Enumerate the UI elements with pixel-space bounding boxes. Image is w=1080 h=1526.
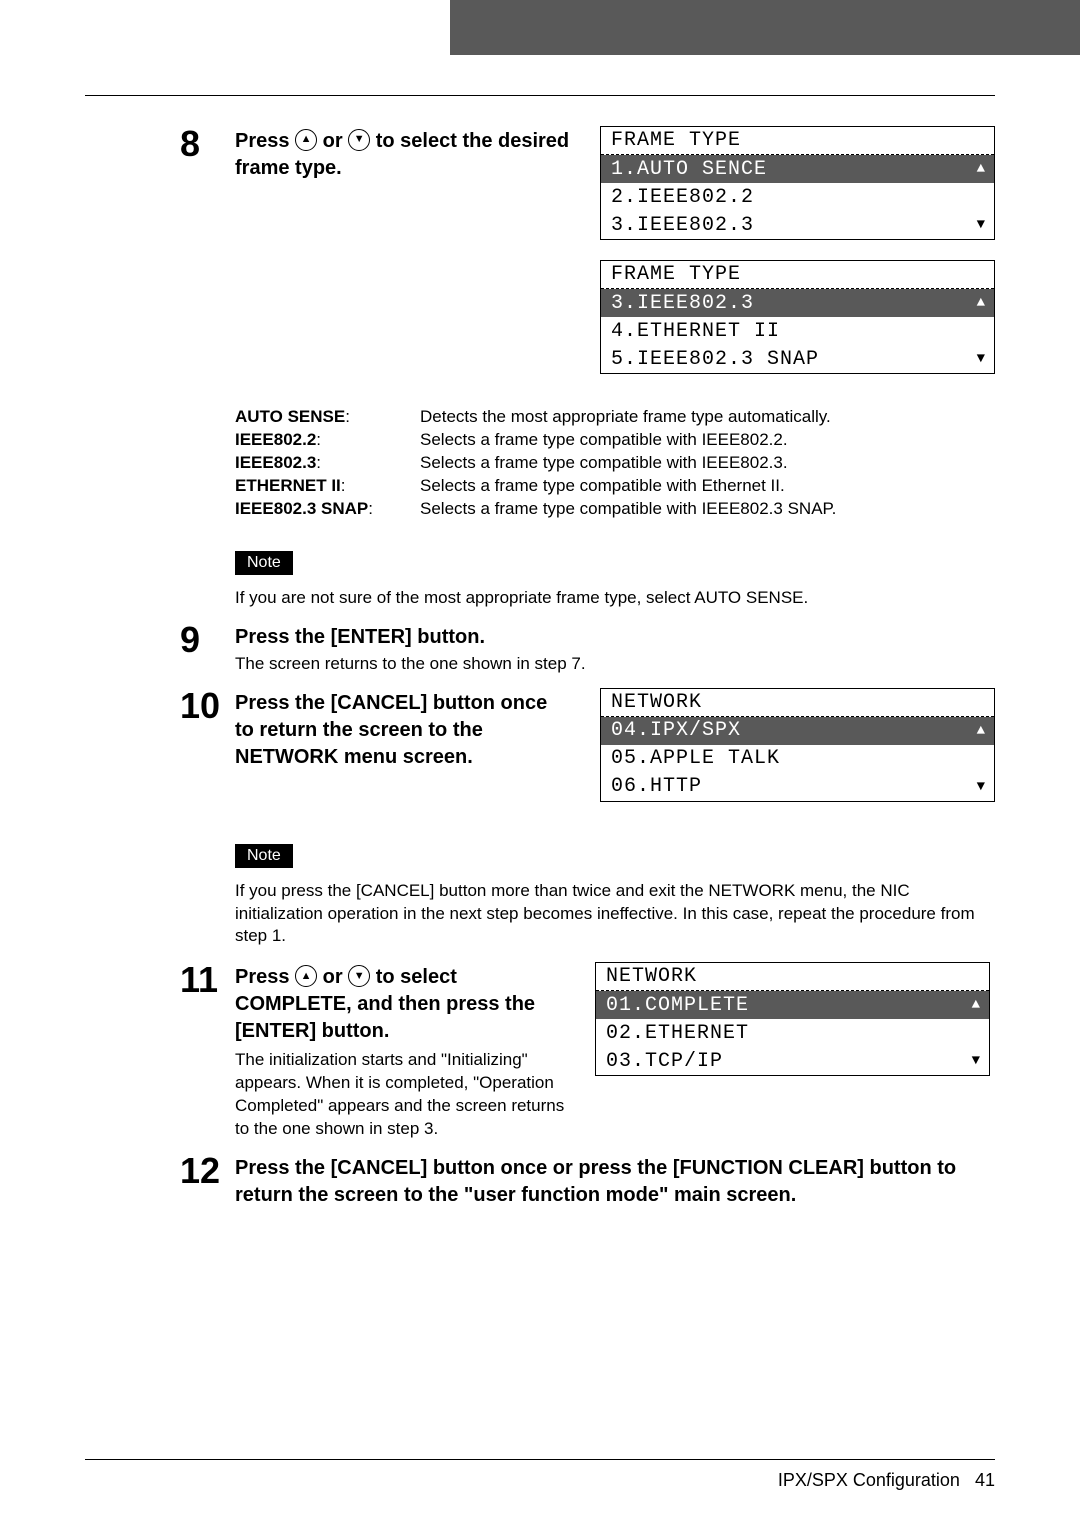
note-badge: Note [235, 551, 293, 575]
lcd-row: 5.IEEE802.3 SNAP ▼ [601, 345, 994, 373]
def-desc: Selects a frame type compatible with Eth… [420, 475, 785, 498]
page-content: 8 Press ▲ or ▼ to select the desired fra… [0, 95, 1080, 1221]
definition-row: IEEE802.3:Selects a frame type compatibl… [235, 452, 995, 475]
up-button-icon: ▲ [295, 129, 317, 151]
scroll-up-icon: ▲ [972, 997, 981, 1013]
step-9-title: Press the [ENTER] button. [235, 624, 995, 651]
def-term: AUTO SENSE [235, 407, 345, 426]
lcd-cell: 04.IPX/SPX [611, 719, 741, 742]
def-term: ETHERNET II [235, 476, 341, 495]
lcd-cell: 01.COMPLETE [606, 994, 749, 1017]
lcd-header: FRAME TYPE [601, 261, 994, 289]
down-button-icon: ▼ [348, 129, 370, 151]
header-dark-box [450, 0, 1080, 55]
lcd-cell: 03.TCP/IP [606, 1050, 723, 1073]
lcd-row: 4.ETHERNET II [601, 317, 994, 345]
top-divider [85, 95, 995, 96]
lcd-cell: 2.IEEE802.2 [611, 186, 754, 209]
scroll-down-icon: ▼ [972, 1053, 981, 1069]
lcd-row: 03.TCP/IP ▼ [596, 1047, 989, 1075]
footer-section: IPX/SPX Configuration [778, 1470, 960, 1490]
definition-row: AUTO SENSE:Detects the most appropriate … [235, 406, 995, 429]
lcd-cell: 05.APPLE TALK [611, 747, 780, 770]
step-number: 11 [180, 962, 235, 998]
title-text: Press [235, 130, 295, 152]
lcd-row: 3.IEEE802.3 ▼ [601, 211, 994, 239]
page-footer: IPX/SPX Configuration 41 [0, 1459, 1080, 1491]
def-desc: Selects a frame type compatible with IEE… [420, 452, 788, 475]
footer-divider [85, 1459, 995, 1460]
lcd-frame-type-1: FRAME TYPE 1.AUTO SENCE ▲ 2.IEEE802.2 3.I… [600, 126, 995, 240]
title-text: Press [235, 966, 295, 988]
lcd-cell: 06.HTTP [611, 775, 702, 798]
lcd-header: NETWORK [601, 689, 994, 717]
scroll-up-icon: ▲ [977, 161, 986, 177]
def-term: IEEE802.2 [235, 430, 316, 449]
lcd-row: 2.IEEE802.2 [601, 183, 994, 211]
lcd-row: 02.ETHERNET [596, 1019, 989, 1047]
scroll-down-icon: ▼ [977, 351, 986, 367]
scroll-down-icon: ▼ [977, 779, 986, 795]
lcd-cell: 1.AUTO SENCE [611, 158, 767, 181]
frame-type-definitions: AUTO SENSE:Detects the most appropriate … [235, 406, 995, 521]
lcd-cell: 3.IEEE802.3 [611, 292, 754, 315]
step-9-sub: The screen returns to the one shown in s… [235, 653, 995, 676]
note-text: If you press the [CANCEL] button more th… [235, 880, 995, 949]
lcd-cell: 5.IEEE802.3 SNAP [611, 348, 819, 371]
title-text: or [317, 966, 348, 988]
scroll-down-icon: ▼ [977, 217, 986, 233]
step-10: 10 Press the [CANCEL] button once to ret… [180, 688, 995, 822]
lcd-cell: 4.ETHERNET II [611, 320, 780, 343]
step-12: 12 Press the [CANCEL] button once or pre… [180, 1153, 995, 1209]
lcd-header: NETWORK [596, 963, 989, 991]
step-number: 9 [180, 622, 235, 658]
step-12-title: Press the [CANCEL] button once or press … [235, 1155, 995, 1209]
def-desc: Detects the most appropriate frame type … [420, 406, 831, 429]
lcd-header: FRAME TYPE [601, 127, 994, 155]
note-badge: Note [235, 844, 293, 868]
title-text: or [317, 130, 348, 152]
lcd-row: 06.HTTP ▼ [601, 773, 994, 801]
lcd-network-1: NETWORK 04.IPX/SPX ▲ 05.APPLE TALK 06.HTT… [600, 688, 995, 802]
def-term: IEEE802.3 [235, 453, 316, 472]
step-11-title: Press ▲ or ▼ to select COMPLETE, and the… [235, 964, 575, 1045]
definition-row: IEEE802.3 SNAP:Selects a frame type comp… [235, 498, 995, 521]
lcd-row: 3.IEEE802.3 ▲ [601, 289, 994, 317]
scroll-up-icon: ▲ [977, 723, 986, 739]
step-8: 8 Press ▲ or ▼ to select the desired fra… [180, 126, 995, 394]
definition-row: IEEE802.2:Selects a frame type compatibl… [235, 429, 995, 452]
down-button-icon: ▼ [348, 965, 370, 987]
footer-text: IPX/SPX Configuration 41 [0, 1470, 1080, 1491]
def-desc: Selects a frame type compatible with IEE… [420, 498, 836, 521]
lcd-network-2: NETWORK 01.COMPLETE ▲ 02.ETHERNET 03.TCP/… [595, 962, 990, 1076]
step-8-title: Press ▲ or ▼ to select the desired frame… [235, 128, 580, 182]
step-number: 10 [180, 688, 235, 724]
step-number: 8 [180, 126, 235, 162]
footer-page: 41 [975, 1470, 995, 1490]
lcd-frame-type-2: FRAME TYPE 3.IEEE802.3 ▲ 4.ETHERNET II 5.… [600, 260, 995, 374]
def-desc: Selects a frame type compatible with IEE… [420, 429, 788, 452]
lcd-row: 01.COMPLETE ▲ [596, 991, 989, 1019]
lcd-row: 1.AUTO SENCE ▲ [601, 155, 994, 183]
up-button-icon: ▲ [295, 965, 317, 987]
step-number: 12 [180, 1153, 235, 1189]
step-11-sub: The initialization starts and "Initializ… [235, 1049, 575, 1141]
lcd-row: 05.APPLE TALK [601, 745, 994, 773]
lcd-cell: 02.ETHERNET [606, 1022, 749, 1045]
step-10-title: Press the [CANCEL] button once to return… [235, 690, 565, 771]
lcd-cell: 3.IEEE802.3 [611, 214, 754, 237]
def-term: IEEE802.3 SNAP [235, 499, 368, 518]
step-9: 9 Press the [ENTER] button. The screen r… [180, 622, 995, 676]
note-text: If you are not sure of the most appropri… [235, 587, 995, 610]
definition-row: ETHERNET II:Selects a frame type compati… [235, 475, 995, 498]
lcd-row: 04.IPX/SPX ▲ [601, 717, 994, 745]
step-11: 11 Press ▲ or ▼ to select COMPLETE, and … [180, 962, 995, 1141]
scroll-up-icon: ▲ [977, 295, 986, 311]
